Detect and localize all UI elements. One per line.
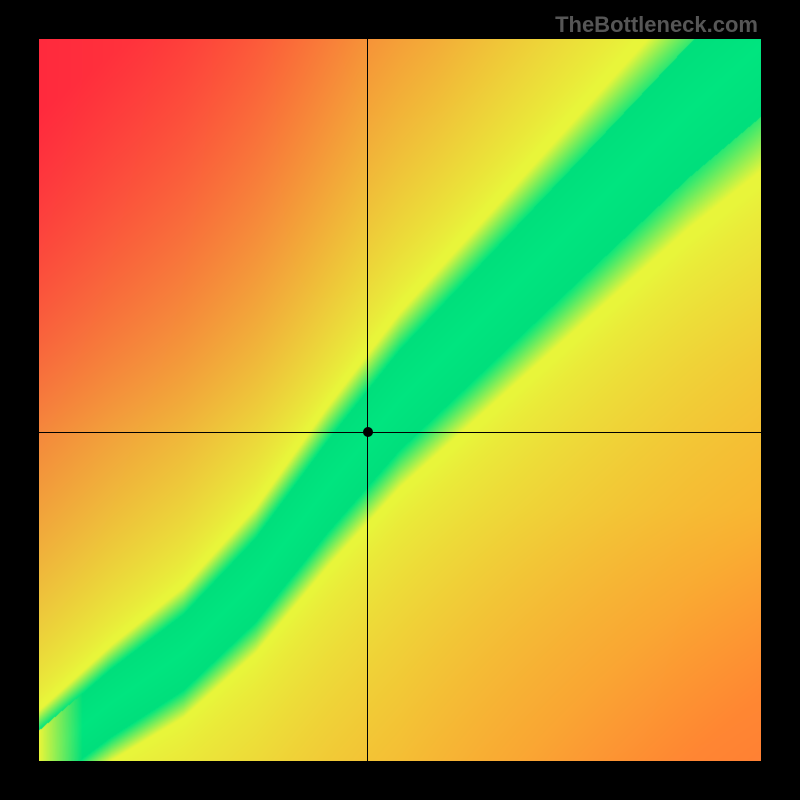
crosshair-horizontal <box>39 432 761 433</box>
bottleneck-heatmap <box>39 39 761 761</box>
crosshair-vertical <box>367 39 368 761</box>
data-point-marker <box>363 427 373 437</box>
chart-container <box>39 39 761 761</box>
watermark-text: TheBottleneck.com <box>555 12 758 38</box>
